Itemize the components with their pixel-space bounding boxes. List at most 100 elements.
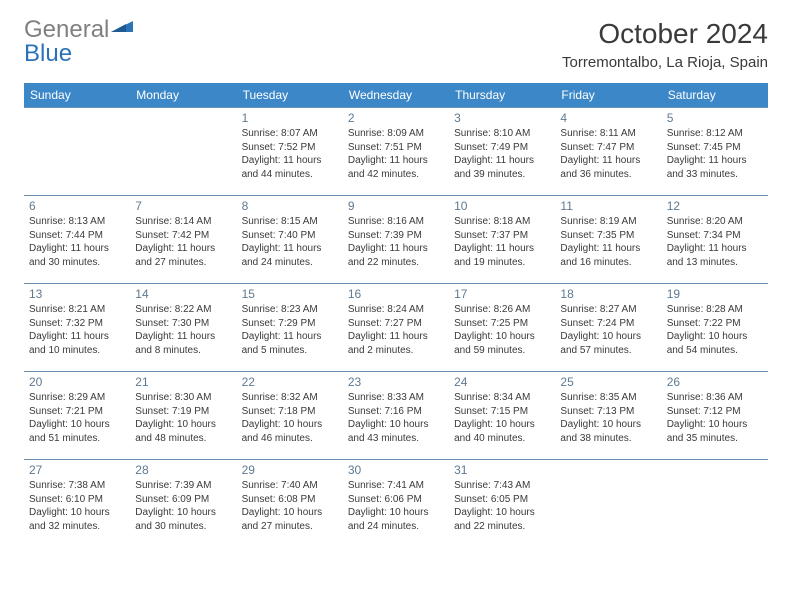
calendar-cell: 4 Sunrise: 8:11 AMSunset: 7:47 PMDaylight…	[555, 108, 661, 196]
calendar-cell: 3Sunrise: 8:10 AMSunset: 7:49 PMDaylight…	[449, 108, 555, 196]
calendar-cell: 21 Sunrise: 8:30 AMSunset: 7:19 PMDayligh…	[130, 372, 236, 460]
calendar-cell: 10Sunrise: 8:18 AMSunset: 7:37 PMDayligh…	[449, 196, 555, 284]
day-details: Sunrise: 8:23 AMSunset: 7:29 PMDaylight:…	[242, 303, 338, 357]
day-details: Sunrise: 7:43 AMSunset: 6:05 PMDaylight:…	[454, 479, 550, 533]
calendar-cell: 17 Sunrise: 8:26 AMSunset: 7:25 PMDayligh…	[449, 284, 555, 372]
day-number: 31	[454, 463, 550, 477]
calendar-cell: 28 Sunrise: 7:39 AMSunset: 6:09 PMDayligh…	[130, 460, 236, 548]
calendar-cell: 1 Sunrise: 8:07 AMSunset: 7:52 PMDaylight…	[237, 108, 343, 196]
day-number: 14	[135, 287, 231, 301]
day-details: Sunrise: 7:40 AMSunset: 6:08 PMDaylight:…	[242, 479, 338, 533]
day-details: Sunrise: 8:11 AMSunset: 7:47 PMDaylight:…	[560, 127, 656, 181]
day-details: Sunrise: 8:35 AMSunset: 7:13 PMDaylight:…	[560, 391, 656, 445]
day-details: Sunrise: 8:15 AMSunset: 7:40 PMDaylight:…	[242, 215, 338, 269]
calendar-cell: 31 Sunrise: 7:43 AMSunset: 6:05 PMDayligh…	[449, 460, 555, 548]
day-details: Sunrise: 8:20 AMSunset: 7:34 PMDaylight:…	[667, 215, 763, 269]
month-title: October 2024	[562, 18, 768, 50]
calendar-cell: 14 Sunrise: 8:22 AMSunset: 7:30 PMDayligh…	[130, 284, 236, 372]
day-number: 20	[29, 375, 125, 389]
calendar-cell: 18 Sunrise: 8:27 AMSunset: 7:24 PMDayligh…	[555, 284, 661, 372]
day-number: 1	[242, 111, 338, 125]
day-details: Sunrise: 8:26 AMSunset: 7:25 PMDaylight:…	[454, 303, 550, 357]
calendar-cell-empty	[24, 108, 130, 196]
day-details: Sunrise: 8:30 AMSunset: 7:19 PMDaylight:…	[135, 391, 231, 445]
calendar-cell: 8 Sunrise: 8:15 AMSunset: 7:40 PMDaylight…	[237, 196, 343, 284]
day-number: 21	[135, 375, 231, 389]
calendar-cell: 23 Sunrise: 8:33 AMSunset: 7:16 PMDayligh…	[343, 372, 449, 460]
day-details: Sunrise: 8:19 AMSunset: 7:35 PMDaylight:…	[560, 215, 656, 269]
day-details: Sunrise: 8:09 AMSunset: 7:51 PMDaylight:…	[348, 127, 444, 181]
day-number: 22	[242, 375, 338, 389]
weekday-header: Wednesday	[343, 83, 449, 108]
calendar-cell: 27Sunrise: 7:38 AMSunset: 6:10 PMDayligh…	[24, 460, 130, 548]
calendar-cell-empty	[662, 460, 768, 548]
logo-text-general: General	[24, 16, 109, 43]
calendar-row: 20 Sunrise: 8:29 AMSunset: 7:21 PMDayligh…	[24, 372, 768, 460]
calendar-cell: 13Sunrise: 8:21 AMSunset: 7:32 PMDayligh…	[24, 284, 130, 372]
day-details: Sunrise: 8:27 AMSunset: 7:24 PMDaylight:…	[560, 303, 656, 357]
day-details: Sunrise: 8:36 AMSunset: 7:12 PMDaylight:…	[667, 391, 763, 445]
calendar-header-row: SundayMondayTuesdayWednesdayThursdayFrid…	[24, 83, 768, 108]
calendar-cell: 9 Sunrise: 8:16 AMSunset: 7:39 PMDaylight…	[343, 196, 449, 284]
logo-text-block: General Blue	[24, 18, 133, 66]
header: General Blue October 2024 Torremontalbo,…	[24, 18, 768, 71]
location-text: Torremontalbo, La Rioja, Spain	[562, 54, 768, 71]
calendar-cell: 6Sunrise: 8:13 AMSunset: 7:44 PMDaylight…	[24, 196, 130, 284]
calendar-cell: 29 Sunrise: 7:40 AMSunset: 6:08 PMDayligh…	[237, 460, 343, 548]
day-number: 15	[242, 287, 338, 301]
day-number: 10	[454, 199, 550, 213]
day-number: 16	[348, 287, 444, 301]
calendar-cell: 5 Sunrise: 8:12 AMSunset: 7:45 PMDaylight…	[662, 108, 768, 196]
calendar-cell: 15 Sunrise: 8:23 AMSunset: 7:29 PMDayligh…	[237, 284, 343, 372]
day-details: Sunrise: 8:24 AMSunset: 7:27 PMDaylight:…	[348, 303, 444, 357]
day-number: 18	[560, 287, 656, 301]
day-number: 5	[667, 111, 763, 125]
day-details: Sunrise: 8:33 AMSunset: 7:16 PMDaylight:…	[348, 391, 444, 445]
calendar-cell-empty	[555, 460, 661, 548]
day-details: Sunrise: 8:12 AMSunset: 7:45 PMDaylight:…	[667, 127, 763, 181]
day-details: Sunrise: 7:38 AMSunset: 6:10 PMDaylight:…	[29, 479, 125, 533]
day-details: Sunrise: 8:28 AMSunset: 7:22 PMDaylight:…	[667, 303, 763, 357]
calendar-row: 13Sunrise: 8:21 AMSunset: 7:32 PMDayligh…	[24, 284, 768, 372]
day-number: 13	[29, 287, 125, 301]
weekday-header: Monday	[130, 83, 236, 108]
calendar-cell: 7Sunrise: 8:14 AMSunset: 7:42 PMDaylight…	[130, 196, 236, 284]
day-details: Sunrise: 7:39 AMSunset: 6:09 PMDaylight:…	[135, 479, 231, 533]
calendar-page: General Blue October 2024 Torremontalbo,…	[0, 0, 792, 566]
calendar-cell-empty	[130, 108, 236, 196]
day-number: 24	[454, 375, 550, 389]
day-number: 17	[454, 287, 550, 301]
day-number: 4	[560, 111, 656, 125]
day-number: 19	[667, 287, 763, 301]
day-details: Sunrise: 8:07 AMSunset: 7:52 PMDaylight:…	[242, 127, 338, 181]
day-details: Sunrise: 8:16 AMSunset: 7:39 PMDaylight:…	[348, 215, 444, 269]
calendar-cell: 2Sunrise: 8:09 AMSunset: 7:51 PMDaylight…	[343, 108, 449, 196]
day-details: Sunrise: 8:13 AMSunset: 7:44 PMDaylight:…	[29, 215, 125, 269]
logo-text-blue: Blue	[24, 42, 133, 66]
day-number: 8	[242, 199, 338, 213]
day-number: 26	[667, 375, 763, 389]
calendar-cell: 26 Sunrise: 8:36 AMSunset: 7:12 PMDayligh…	[662, 372, 768, 460]
day-number: 28	[135, 463, 231, 477]
day-number: 30	[348, 463, 444, 477]
day-details: Sunrise: 8:10 AMSunset: 7:49 PMDaylight:…	[454, 127, 550, 181]
day-number: 9	[348, 199, 444, 213]
weekday-header: Sunday	[24, 83, 130, 108]
day-number: 12	[667, 199, 763, 213]
day-number: 29	[242, 463, 338, 477]
day-details: Sunrise: 8:22 AMSunset: 7:30 PMDaylight:…	[135, 303, 231, 357]
calendar-body: 1 Sunrise: 8:07 AMSunset: 7:52 PMDaylight…	[24, 108, 768, 548]
day-details: Sunrise: 8:14 AMSunset: 7:42 PMDaylight:…	[135, 215, 231, 269]
day-details: Sunrise: 8:34 AMSunset: 7:15 PMDaylight:…	[454, 391, 550, 445]
day-number: 23	[348, 375, 444, 389]
calendar-cell: 19 Sunrise: 8:28 AMSunset: 7:22 PMDayligh…	[662, 284, 768, 372]
day-number: 11	[560, 199, 656, 213]
calendar-cell: 16 Sunrise: 8:24 AMSunset: 7:27 PMDayligh…	[343, 284, 449, 372]
calendar-cell: 12 Sunrise: 8:20 AMSunset: 7:34 PMDayligh…	[662, 196, 768, 284]
calendar-cell: 11 Sunrise: 8:19 AMSunset: 7:35 PMDayligh…	[555, 196, 661, 284]
day-details: Sunrise: 8:29 AMSunset: 7:21 PMDaylight:…	[29, 391, 125, 445]
logo-triangle-icon	[111, 18, 133, 37]
calendar-cell: 30Sunrise: 7:41 AMSunset: 6:06 PMDayligh…	[343, 460, 449, 548]
weekday-header: Saturday	[662, 83, 768, 108]
weekday-header: Friday	[555, 83, 661, 108]
